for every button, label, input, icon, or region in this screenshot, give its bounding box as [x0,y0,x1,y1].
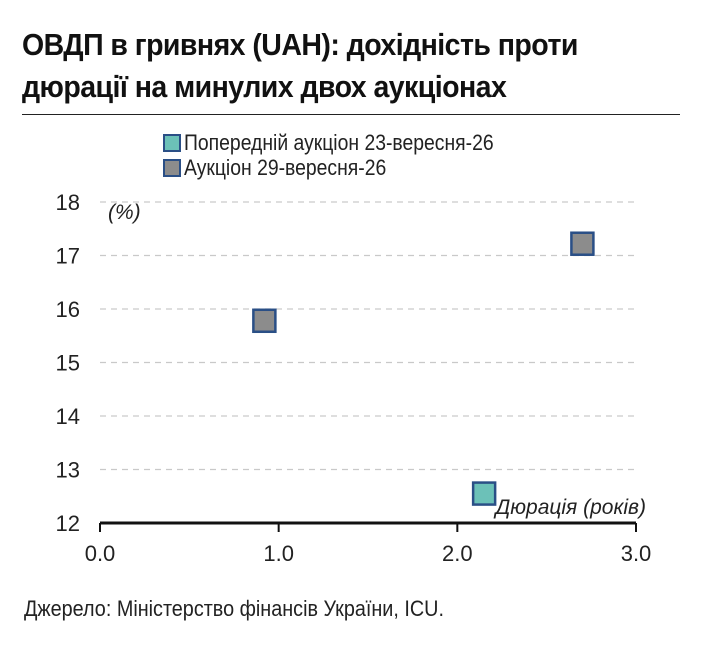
y-tick-label: 18 [56,190,80,215]
data-point-series-0-0 [471,481,497,506]
y-tick-label: 13 [56,458,80,483]
legend: Попередній аукціон 23-вересня-26 Аукціон… [163,130,536,180]
legend-label-previous: Попередній аукціон 23-вересня-26 [184,129,494,155]
y-axis-label: (%) [108,201,141,224]
y-tick-label: 16 [56,297,80,322]
x-tick-label: 0.0 [85,541,116,566]
x-tick-label: 1.0 [263,541,294,566]
data-point-series-1-1 [570,231,595,256]
legend-label-current: Аукціон 29-вересня-26 [184,154,387,180]
legend-item-current-auction: Аукціон 29-вересня-26 [163,155,536,180]
legend-swatch-current [163,158,181,177]
y-tick-label: 15 [56,351,80,376]
x-tick-label: 3.0 [621,541,652,566]
x-axis-label: Дюрація (років) [493,496,646,519]
title-divider [22,114,680,115]
legend-swatch-previous [163,133,181,152]
legend-item-previous-auction: Попередній аукціон 23-вересня-26 [163,130,536,155]
y-tick-label: 17 [56,244,80,269]
chart-title: ОВДП в гривнях (UAH): дохідність проти д… [22,27,578,104]
data-point-series-1-0 [252,308,277,334]
x-tick-label: 2.0 [442,541,473,566]
source-note: Джерело: Міністерство фінансів України, … [24,596,444,621]
y-tick-label: 14 [56,404,80,429]
y-tick-label: 12 [56,511,80,536]
